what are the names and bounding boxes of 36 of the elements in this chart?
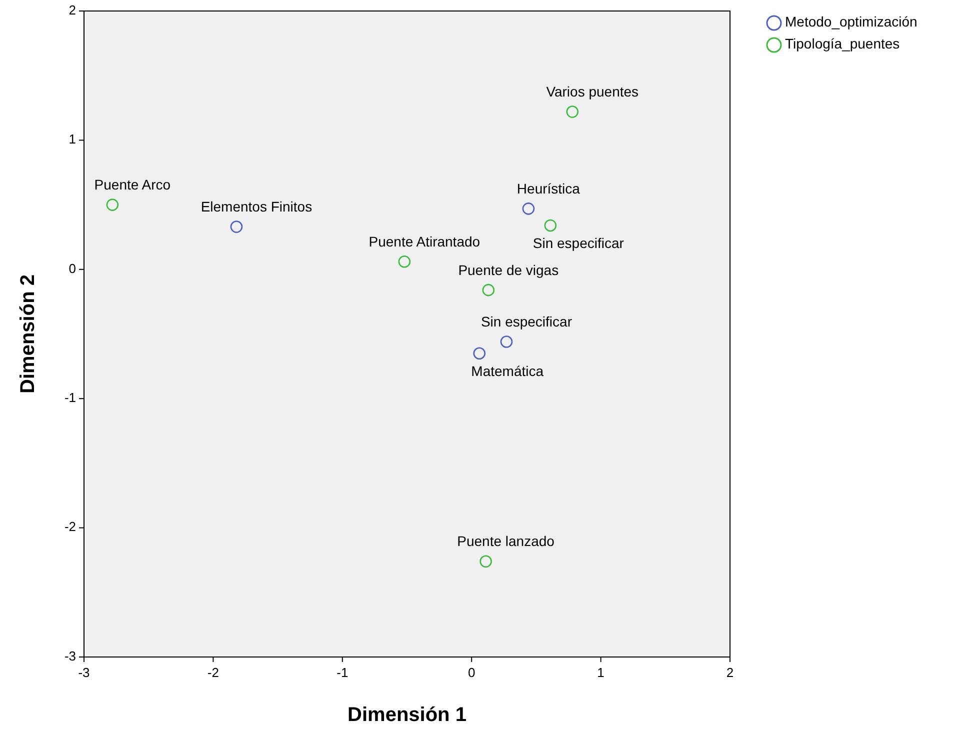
x-tick-label: -3 (78, 665, 90, 680)
point (482, 284, 495, 296)
annotation: Puente lanzado (457, 533, 555, 550)
y-tick-label: 1 (68, 132, 76, 147)
annotation: Puente de vigas (458, 262, 559, 278)
y-tick-label: 2 (68, 2, 76, 18)
annotation: Varios puentes (546, 83, 639, 100)
legend-label: Tipología_puentes (785, 36, 900, 52)
x-tick-label: 0 (468, 665, 476, 680)
y-axis-title: Dimensión 2 (17, 274, 39, 394)
x-tick-label: 1 (597, 665, 604, 680)
point (230, 220, 243, 233)
x-tick-label: 2 (726, 665, 734, 680)
annotation: Matemática (471, 363, 544, 380)
annotation: Sin especificar (532, 235, 624, 252)
y-tick-label: -1 (64, 390, 76, 406)
annotation: Sin especificar (480, 313, 572, 330)
y-tick-label: 0 (68, 260, 76, 276)
point (566, 106, 579, 118)
y-tick-label: -3 (64, 648, 76, 664)
x-axis-title: Dimensión 1 (348, 704, 466, 726)
y-tick-label: -2 (64, 519, 76, 534)
point (106, 198, 119, 211)
point (544, 219, 557, 232)
point (522, 202, 535, 215)
annotation: Elementos Finitos (200, 198, 312, 214)
annotation: Puente Arco (94, 176, 171, 193)
x-tick-label: -2 (207, 665, 219, 680)
point (473, 347, 486, 360)
point (500, 336, 513, 348)
x-tick-label: -1 (336, 665, 348, 680)
point (480, 555, 492, 568)
annotation: Puente Atirantado (368, 233, 480, 250)
legend-label: Metodo_optimización (785, 14, 918, 30)
point (398, 255, 411, 268)
annotation: Heurística (516, 180, 580, 196)
